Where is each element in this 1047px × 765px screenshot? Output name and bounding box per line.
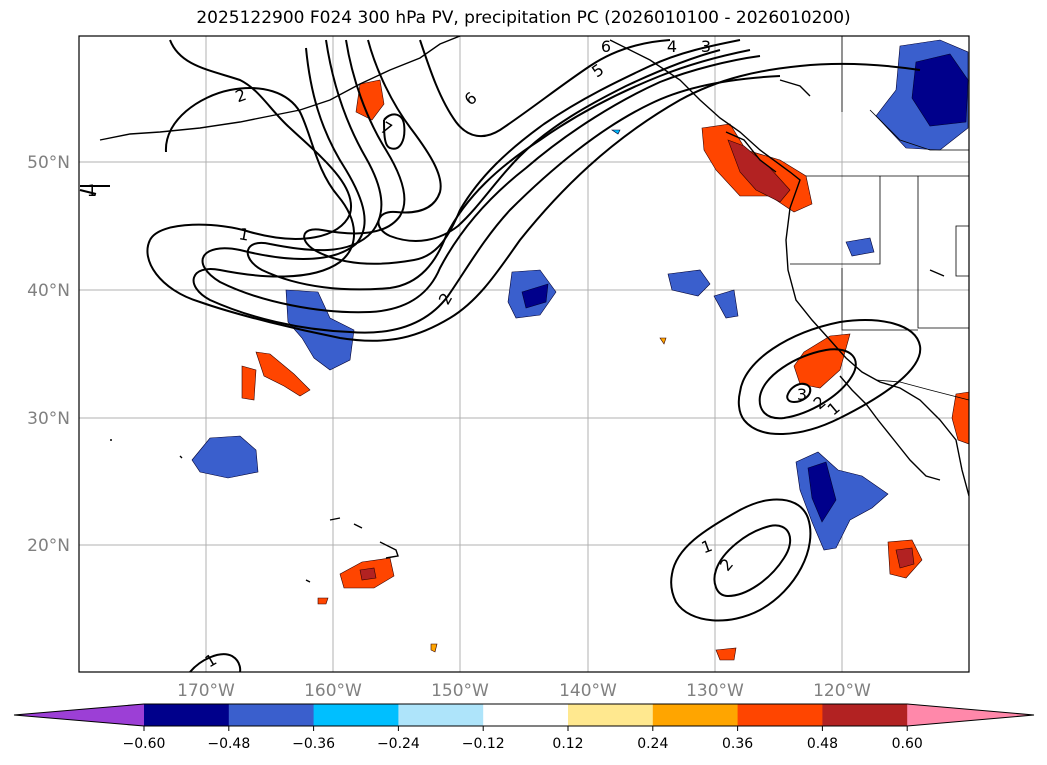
colorbar: −0.60 −0.48 −0.36 −0.24 −0.12 0.12 0.24 0.36 0.4… xyxy=(13,703,1035,752)
precip-blob-small-neg-1 xyxy=(713,289,739,319)
border-states-3 xyxy=(841,268,918,331)
pv-contours xyxy=(79,39,922,672)
coastline-vancouver-island xyxy=(725,131,777,173)
pv-contour-4 xyxy=(246,39,751,291)
precip-blob-small-pos-2 xyxy=(430,643,438,653)
coastline-islands xyxy=(110,439,311,583)
pv-contour-ca-mid xyxy=(758,348,857,420)
border-states-4 xyxy=(955,225,969,277)
contour-label: 4 xyxy=(667,37,677,56)
colorbar-segment xyxy=(568,704,654,726)
colorbar-tick-label: −0.60 xyxy=(123,736,166,752)
coastline-bc-wa xyxy=(609,39,969,497)
longitude-labels: 170°W 160°W 150°W 140°W 130°W 120°W xyxy=(177,681,871,701)
lon-label: 150°W xyxy=(431,681,489,701)
precip-blob-hawaii-north-neg xyxy=(667,269,711,297)
border-canada-provinces xyxy=(869,109,969,151)
map-frame xyxy=(78,35,970,673)
colorbar-tick-label: 0.24 xyxy=(637,736,668,752)
precip-blob-small-neg-3 xyxy=(611,129,621,135)
precip-blob-mexico-core xyxy=(895,547,915,569)
pv-contour-ca-outer xyxy=(737,319,922,436)
contour-label: 1 xyxy=(87,181,97,200)
colorbar-tick-label: −0.24 xyxy=(377,736,420,752)
colorbar-tick-label: 0.36 xyxy=(722,736,753,752)
colorbar-tick-label: 0.60 xyxy=(892,736,923,752)
border-states-2 xyxy=(917,176,969,329)
precip-blob-small-pos-1 xyxy=(715,647,737,661)
colorbar-segment xyxy=(144,704,230,726)
political-boundaries xyxy=(790,36,969,401)
colorbar-tick-label: 0.48 xyxy=(807,736,838,752)
coastline-rocky-lakes xyxy=(779,79,945,277)
precip-blob-small-pos-3 xyxy=(317,597,329,605)
lon-label: 160°W xyxy=(304,681,362,701)
lat-label: 30°N xyxy=(27,409,70,429)
map-title: 2025122900 F024 300 hPa PV, precipitatio… xyxy=(196,8,851,28)
precip-blob-baja-pos xyxy=(951,391,969,445)
colorbar-segment xyxy=(737,704,823,726)
pv-contour-1-main xyxy=(80,39,353,241)
coastline-hawaii xyxy=(329,517,399,559)
colorbar-extend-high xyxy=(907,704,1034,726)
lon-label: 170°W xyxy=(177,681,235,701)
colorbar-segment xyxy=(822,704,908,726)
pv-contour-3 xyxy=(201,47,761,314)
colorbar-tick-label: 0.12 xyxy=(552,736,583,752)
contour-label: 3 xyxy=(701,37,711,56)
pv-contour-6 xyxy=(367,39,721,242)
precip-blob-canada-core xyxy=(911,53,969,127)
coastline-baja xyxy=(839,375,941,481)
colorbar-tick-label: −0.12 xyxy=(462,736,505,752)
precip-blob-ne-pacific-core xyxy=(521,283,549,309)
colorbar-tick-label: −0.36 xyxy=(292,736,335,752)
pv-contour-1-lower xyxy=(146,62,921,342)
precip-blob-subtropic-core xyxy=(807,461,837,523)
coastline-alaska xyxy=(99,36,461,141)
colorbar-segment xyxy=(483,704,569,726)
colorbar-tick-label: −0.48 xyxy=(207,736,250,752)
precip-blob-west-pac-pos-1 xyxy=(255,351,311,397)
lon-label: 130°W xyxy=(686,681,744,701)
colorbar-segment xyxy=(228,704,315,726)
lat-label: 40°N xyxy=(27,281,70,301)
pv-contour-2-upper xyxy=(164,75,781,334)
colorbar-segment xyxy=(652,704,739,726)
pv-contour-7 xyxy=(383,113,406,150)
colorbar-extend-low xyxy=(14,704,144,726)
precip-blob-west-pac-pos-2 xyxy=(241,365,257,401)
lon-label: 140°W xyxy=(559,681,617,701)
pv-contour-ca-inner xyxy=(786,382,812,404)
lat-label: 20°N xyxy=(27,536,70,556)
colorbar-segment xyxy=(398,704,484,726)
pv-contour-1-bottom xyxy=(189,653,242,672)
border-us-mexico xyxy=(875,379,969,401)
latitude-labels: 50°N 40°N 30°N 20°N xyxy=(27,153,70,556)
precip-blob-bc-coast-core xyxy=(727,139,791,203)
pv-contour-6b xyxy=(419,39,671,138)
border-states-1 xyxy=(790,176,881,265)
contour-label: 1 xyxy=(237,224,250,244)
lat-label: 50°N xyxy=(27,153,70,173)
colorbar-segment xyxy=(313,704,399,726)
pv-contour-sub-inner xyxy=(713,524,792,598)
precip-blob-aleutian-pos xyxy=(355,79,385,121)
precip-blob-west-pacific-neg xyxy=(191,435,259,479)
pv-contour-1-left xyxy=(79,189,97,195)
pv-contour-5 xyxy=(303,39,741,265)
precip-blob-small-neg-2 xyxy=(845,237,875,257)
coastlines xyxy=(99,36,969,583)
contour-label: 3 xyxy=(797,385,807,404)
pv-contour-sub-outer xyxy=(670,498,812,622)
contour-label: 6 xyxy=(601,37,611,56)
lon-label: 120°W xyxy=(813,681,871,701)
precip-blob-small-pos-4 xyxy=(659,337,667,345)
precip-blob-hawaii-core xyxy=(359,567,377,581)
